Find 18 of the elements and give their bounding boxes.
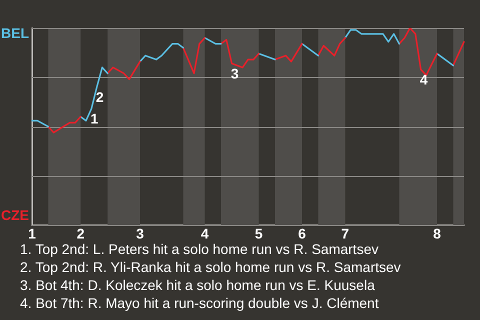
- x-tick-label: 2: [76, 225, 85, 242]
- text: 1. Top 2nd: L. Peters hit a solo home run vs R. Samartsev: [20, 240, 380, 258]
- text: 3. Bot 4th: D. Koleczek hit a solo home run vs E. Kuusela: [20, 276, 376, 294]
- x-tick-label: 7: [341, 225, 350, 242]
- text: 4. Bot 7th: R. Mayo hit a run-scoring double vs J. Clément: [20, 294, 380, 312]
- x-tick-label: 5: [254, 225, 263, 242]
- annotation: 1: [90, 110, 98, 127]
- text: CZE: [1, 207, 29, 224]
- annotation: 4: [420, 71, 428, 88]
- x-tick-label: 3: [136, 225, 144, 242]
- annotation: 3: [230, 65, 239, 82]
- x-tick-label: 8: [433, 225, 442, 242]
- text: 2. Top 2nd: R. Yli-Ranka hit a solo home run vs R. Samartsev: [20, 258, 401, 276]
- x-tick-label: 6: [298, 225, 306, 242]
- text: BEL: [1, 24, 30, 41]
- x-tick-label: 4: [200, 225, 209, 242]
- annotation: 2: [96, 89, 104, 106]
- x-tick-label: 1: [28, 225, 36, 242]
